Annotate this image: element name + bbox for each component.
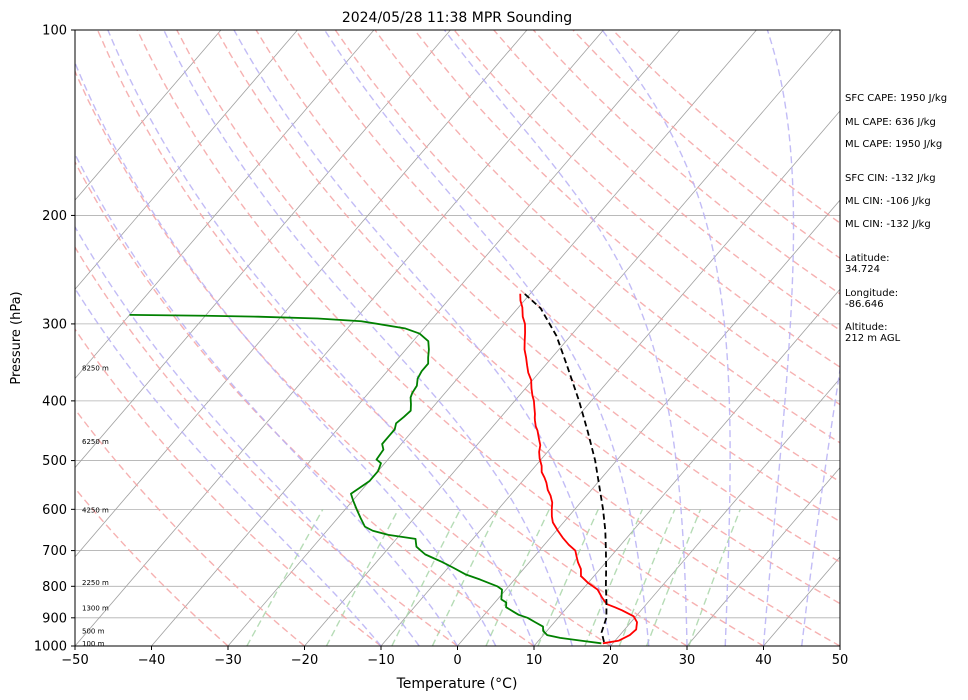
isotherm-line (75, 30, 528, 558)
dry-adiabat (136, 30, 764, 646)
moist-adiabat (75, 152, 459, 646)
x-tick-label: −10 (367, 653, 394, 668)
latitude-text: Latitude: 34.724 (845, 253, 890, 275)
isotherm-line (686, 467, 840, 646)
x-tick-label: −20 (291, 653, 318, 668)
y-tick-label: 500 (42, 454, 67, 469)
dry-adiabat (75, 245, 458, 646)
height-label: 2250 m (82, 579, 109, 587)
y-tick-label: 400 (42, 394, 67, 409)
y-tick-label: 700 (42, 544, 67, 559)
height-label: 1300 m (82, 605, 109, 613)
x-tick-label: −40 (138, 653, 165, 668)
isotherm-line (304, 30, 834, 646)
temperature-trace (519, 293, 638, 645)
isotherm-line (227, 30, 757, 646)
sfc-cin-text: SFC CIN: -132 J/kg (845, 173, 936, 184)
moist-adiabat (233, 30, 612, 646)
isotherm-line (380, 110, 840, 646)
x-tick-label: 10 (526, 653, 543, 668)
ml-cape-text: ML CAPE: 636 J/kg (845, 117, 936, 128)
moist-adiabat (443, 30, 688, 646)
moist-adiabat (163, 30, 573, 646)
mixing-ratio-line (688, 509, 741, 646)
height-label: 4250 m (82, 506, 109, 514)
x-axis-label: Temperature (°C) (396, 676, 518, 692)
y-tick-label: 800 (42, 580, 67, 595)
x-tick-label: 40 (755, 653, 772, 668)
skewt-background-lines (75, 30, 840, 646)
moist-adiabat (601, 30, 731, 646)
y-tick-label: 600 (42, 503, 67, 518)
x-axis-ticks: −50 −40 −30 −20 −10 0 10 20 30 40 50 (61, 646, 848, 668)
isotherm-lines (75, 30, 840, 646)
isotherm-line (457, 199, 840, 646)
parcel-path-trace (522, 292, 608, 643)
dry-adiabat (176, 30, 840, 646)
y-axis-label: Pressure (hPa) (9, 291, 24, 384)
dry-adiabat (374, 30, 840, 444)
sfc-cape-text: SFC CAPE: 1950 J/kg (845, 93, 948, 104)
ml-cin-text: ML CIN: -132 J/kg (845, 219, 931, 230)
y-tick-label: 100 (42, 24, 67, 39)
dry-adiabat (75, 408, 305, 646)
mixing-ratio-line (246, 508, 324, 646)
mixing-ratio-line (325, 509, 399, 646)
height-labels: 100 m 500 m 1300 m 2250 m 4250 m 6250 m 8250 m (82, 364, 109, 647)
ml-cin-text: ML CIN: -106 J/kg (845, 196, 931, 207)
isotherm-line (75, 30, 298, 290)
sounding-series (129, 292, 638, 645)
moist-adiabat (75, 225, 420, 646)
y-tick-label: 900 (42, 611, 67, 626)
height-label: 500 m (82, 627, 105, 635)
longitude-text: Longitude: -86.646 (845, 288, 899, 310)
moist-adiabat (762, 30, 795, 646)
mixing-ratio-line (391, 509, 461, 646)
dry-adiabat (75, 160, 535, 646)
x-tick-label: 20 (602, 653, 619, 668)
y-axis-ticks: 1000 900 800 700 600 500 400 300 200 100 (34, 24, 75, 655)
dry-adiabat-lines (75, 30, 840, 646)
mixing-ratio-line (618, 509, 676, 646)
chart-title: 2024/05/28 11:38 MPR Sounding (342, 10, 572, 26)
x-tick-label: 50 (832, 653, 849, 668)
moist-adiabat (107, 30, 535, 646)
ml-cape-text: ML CAPE: 1950 J/kg (845, 139, 943, 150)
altitude-text: Altitude: 212 m AGL (845, 322, 901, 344)
isotherm-line (75, 30, 451, 469)
moist-adiabat (324, 30, 650, 646)
height-label: 100 m (82, 640, 105, 648)
moist-adiabat (75, 287, 382, 646)
y-tick-label: 1000 (34, 640, 67, 655)
isotherm-line (75, 30, 375, 380)
y-tick-label: 200 (42, 209, 67, 224)
x-tick-label: −50 (61, 653, 88, 668)
isotherm-line (533, 288, 840, 646)
dry-adiabat (334, 30, 840, 483)
y-tick-label: 300 (42, 317, 67, 332)
isotherm-line (75, 30, 222, 201)
dewpoint-trace (129, 313, 602, 645)
dry-adiabat (532, 30, 840, 295)
mixing-ratio-line (645, 509, 702, 646)
x-tick-label: 30 (679, 653, 696, 668)
dry-adiabat (96, 30, 688, 646)
height-label: 6250 m (82, 438, 109, 446)
dry-adiabat (75, 328, 382, 646)
dry-adiabat (75, 69, 611, 646)
isotherm-line (75, 30, 604, 646)
moist-adiabat-lines (75, 30, 840, 646)
height-label: 8250 m (82, 364, 109, 372)
dry-adiabat (413, 30, 840, 406)
dry-adiabat (215, 30, 840, 605)
x-tick-label: 0 (453, 653, 461, 668)
x-tick-label: −30 (214, 653, 241, 668)
isotherm-line (610, 377, 840, 646)
moist-adiabat (75, 61, 497, 646)
dry-adiabat (493, 30, 840, 332)
dry-adiabat (453, 30, 840, 368)
